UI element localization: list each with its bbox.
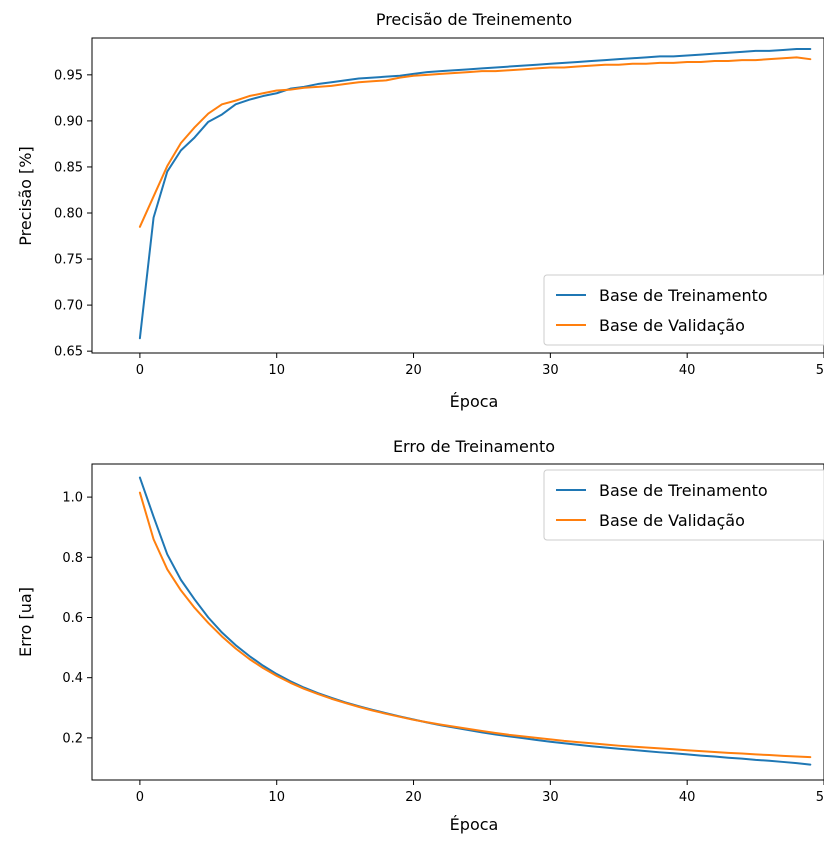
accuracy-x-tick-label: 30 bbox=[542, 363, 559, 378]
loss-legend-label-train: Base de Treinamento bbox=[599, 481, 768, 500]
loss-legend: Base de Treinamento Base de Validação bbox=[543, 469, 824, 541]
loss-x-tick-label: 30 bbox=[542, 790, 559, 805]
accuracy-y-tick-label: 0.65 bbox=[54, 345, 83, 360]
accuracy-lines bbox=[138, 48, 812, 340]
accuracy-legend-box bbox=[543, 274, 824, 346]
accuracy-x-tick-label: 0 bbox=[136, 363, 144, 378]
accuracy-chart: Precisão de Treinemento 010203040500.650… bbox=[16, 10, 824, 411]
loss-legend-box bbox=[543, 469, 824, 541]
loss-x-tick-label: 40 bbox=[679, 790, 696, 805]
loss-x-axis-label: Época bbox=[450, 815, 499, 834]
accuracy-ticks: 0 10 20 30 40 50 0.65 0.70 0.75 0.80 0.85 0.90 0.95 bbox=[54, 68, 824, 378]
loss-series-line-train bbox=[138, 476, 812, 766]
loss-y-tick-label: 0.6 bbox=[62, 611, 83, 626]
accuracy-y-tick-label: 0.70 bbox=[54, 299, 83, 314]
accuracy-series-line-train bbox=[138, 48, 812, 340]
accuracy-plot-frame bbox=[91, 37, 824, 354]
loss-y-axis-label: Erro [ua] bbox=[16, 587, 35, 657]
loss-y-tick-label: 0.2 bbox=[62, 731, 83, 746]
loss-x-tick-label: 20 bbox=[405, 790, 422, 805]
loss-chart: Erro de Treinamento 0 10 20 30 40 50 0.2 0.4 0.6… bbox=[16, 437, 824, 834]
accuracy-legend-label-train: Base de Treinamento bbox=[599, 286, 768, 305]
loss-x-tick-label: 10 bbox=[268, 790, 285, 805]
accuracy-y-tick-label: 0.95 bbox=[54, 68, 83, 83]
loss-y-tick-label: 0.4 bbox=[62, 671, 83, 686]
loss-lines bbox=[138, 476, 812, 766]
accuracy-series-line-validation bbox=[138, 56, 812, 228]
accuracy-y-tick-label: 0.90 bbox=[54, 114, 83, 129]
loss-plot-frame bbox=[91, 463, 824, 781]
accuracy-legend: Base de Treinamento Base de Validação bbox=[543, 274, 824, 346]
accuracy-x-tick-label: 40 bbox=[679, 363, 696, 378]
loss-x-tick-label: 0 bbox=[136, 790, 144, 805]
accuracy-chart-title: Precisão de Treinemento bbox=[376, 10, 572, 29]
loss-x-tick-label: 50 bbox=[816, 790, 824, 805]
accuracy-x-tick-label: 50 bbox=[816, 363, 824, 378]
accuracy-legend-label-validation: Base de Validação bbox=[599, 316, 745, 335]
accuracy-y-axis-label: Precisão [%] bbox=[16, 146, 35, 245]
accuracy-y-tick-label: 0.80 bbox=[54, 207, 83, 222]
accuracy-x-tick-label: 20 bbox=[405, 363, 422, 378]
accuracy-x-tick-label: 10 bbox=[268, 363, 285, 378]
loss-y-tick-label: 0.8 bbox=[62, 551, 83, 566]
accuracy-y-tick-label: 0.85 bbox=[54, 160, 83, 175]
loss-ticks: 0 10 20 30 40 50 0.2 0.4 0.6 0.8 1.0 bbox=[62, 491, 824, 805]
loss-y-tick-label: 1.0 bbox=[62, 491, 83, 506]
loss-legend-label-validation: Base de Validação bbox=[599, 511, 745, 530]
accuracy-x-axis-label: Época bbox=[450, 392, 499, 411]
loss-series-line-validation bbox=[138, 491, 812, 759]
loss-chart-title: Erro de Treinamento bbox=[393, 437, 555, 456]
accuracy-y-tick-label: 0.75 bbox=[54, 253, 83, 268]
